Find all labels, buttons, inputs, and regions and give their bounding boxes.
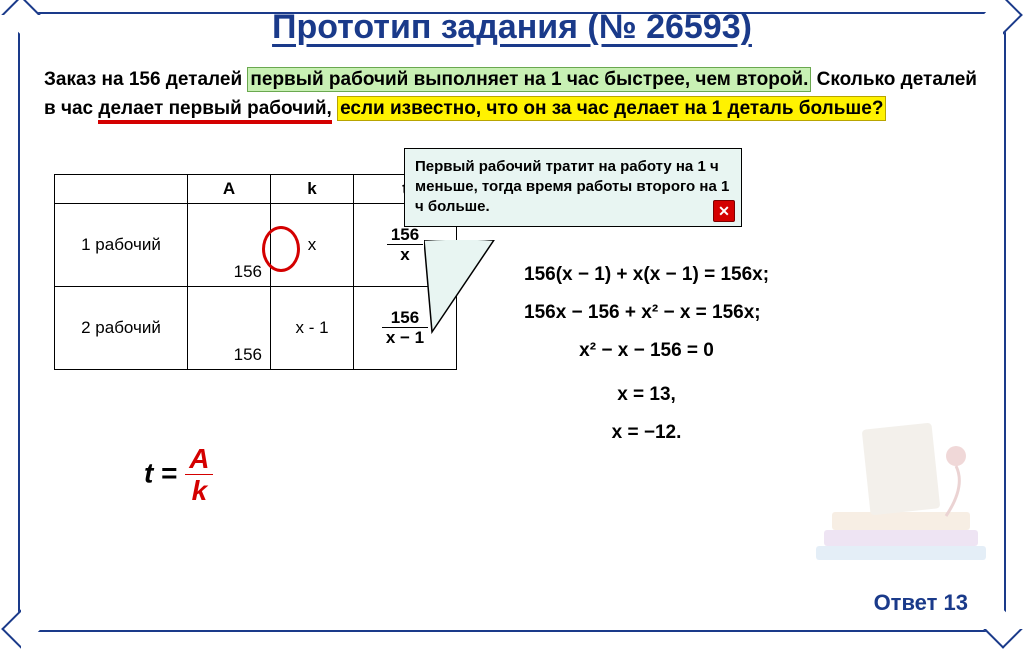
th-blank (55, 174, 188, 203)
row1-A: 156 (188, 203, 271, 286)
eq-line-4: x = 13, (524, 376, 769, 414)
row2-label: 2 рабочий (55, 286, 188, 369)
row1-label: 1 рабочий (55, 203, 188, 286)
eq-line-3: x² − x − 156 = 0 (524, 332, 769, 370)
close-icon[interactable]: ✕ (713, 200, 735, 222)
row2-k: x - 1 (271, 286, 354, 369)
callout-tail-icon (424, 240, 504, 340)
equations-block: 156(x − 1) + x(x − 1) = 156x; 156x − 156… (524, 256, 769, 452)
table-row: 1 рабочий 156 x 156x (55, 203, 457, 286)
answer-label: Ответ 13 (874, 590, 968, 616)
row2-A: 156 (188, 286, 271, 369)
corner-br (983, 609, 1023, 649)
table-row: 2 рабочий 156 x - 1 156x − 1 (55, 286, 457, 369)
callout-text: Первый рабочий тратит на работу на 1 ч м… (415, 158, 729, 216)
work-table: A k t 1 рабочий 156 x 156x 2 рабочий 156… (54, 174, 457, 370)
corner-bl (1, 609, 41, 649)
eq-line-2: 156x − 156 + x² − x = 156x; (524, 294, 769, 332)
eq-line-5: x = −12. (524, 414, 769, 452)
th-k: k (271, 174, 354, 203)
th-A: A (188, 174, 271, 203)
row1-k: x (271, 203, 354, 286)
formula-t-equals-A-over-k: t = A k (144, 444, 213, 506)
callout-box: Первый рабочий тратит на работу на 1 ч м… (404, 148, 742, 227)
eq-line-1: 156(x − 1) + x(x − 1) = 156x; (524, 256, 769, 294)
